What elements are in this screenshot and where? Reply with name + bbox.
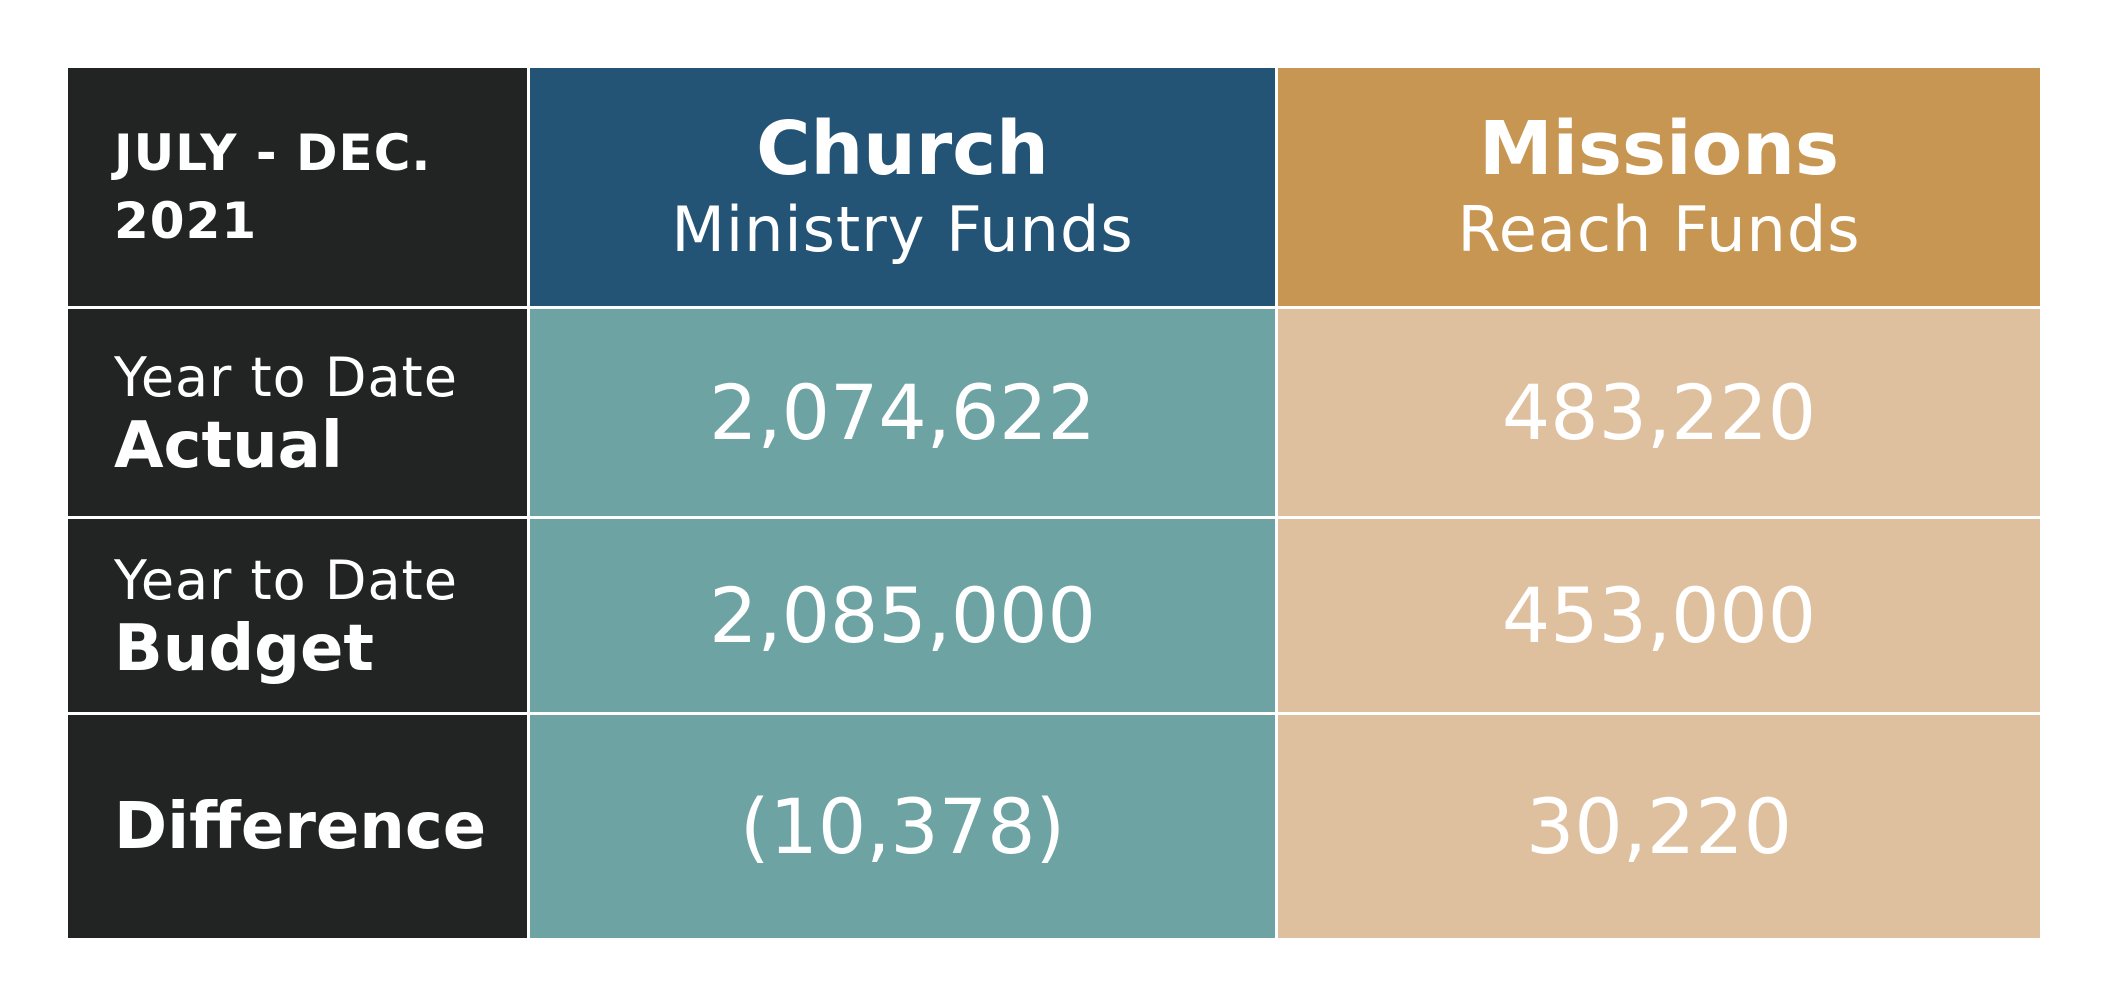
row-label-main: Difference <box>114 789 487 864</box>
missions-difference-value: 30,220 <box>1526 781 1792 871</box>
missions-column-header: Missions Reach Funds <box>1275 68 2040 306</box>
missions-subtitle: Reach Funds <box>1457 193 1861 266</box>
missions-budget-value: 453,000 <box>1501 570 1817 660</box>
church-actual-value: 2,074,622 <box>709 367 1096 457</box>
church-difference-value: (10,378) <box>739 781 1066 871</box>
row-label-main: Budget <box>114 611 374 686</box>
church-budget-value: 2,085,000 <box>709 570 1096 660</box>
row-label-pre: Year to Date <box>114 345 458 409</box>
period-line2: 2021 <box>114 192 258 250</box>
missions-budget-cell: 453,000 <box>1275 516 2040 712</box>
church-column-header: Church Ministry Funds <box>527 68 1275 306</box>
row-label-budget: Year to Date Budget <box>68 516 527 712</box>
period-header: JULY - DEC. 2021 <box>68 68 527 306</box>
row-label-difference: Difference <box>68 712 527 938</box>
missions-difference-cell: 30,220 <box>1275 712 2040 938</box>
funds-table: JULY - DEC. 2021 Church Ministry Funds M… <box>68 68 2040 938</box>
missions-title: Missions <box>1478 106 1840 192</box>
church-subtitle: Ministry Funds <box>671 193 1134 266</box>
period-line1: JULY - DEC. <box>114 124 432 182</box>
row-label-main: Actual <box>114 408 343 483</box>
row-label-pre: Year to Date <box>114 548 458 612</box>
missions-actual-cell: 483,220 <box>1275 306 2040 516</box>
church-title: Church <box>756 106 1049 192</box>
row-label-actual: Year to Date Actual <box>68 306 527 516</box>
missions-actual-value: 483,220 <box>1501 367 1817 457</box>
church-budget-cell: 2,085,000 <box>527 516 1275 712</box>
church-difference-cell: (10,378) <box>527 712 1275 938</box>
church-actual-cell: 2,074,622 <box>527 306 1275 516</box>
